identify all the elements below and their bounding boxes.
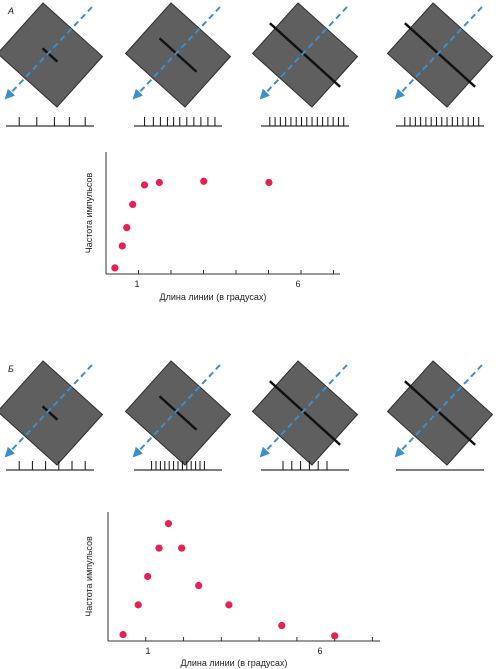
data-point bbox=[331, 632, 339, 640]
data-point bbox=[200, 177, 208, 185]
panel-a-spike-trains bbox=[6, 117, 484, 127]
panel-letter-a: А bbox=[7, 6, 14, 16]
panel-b-stimuli bbox=[0, 360, 494, 466]
x-axis-label: Длина линии (в градусах) bbox=[181, 658, 288, 668]
data-point bbox=[155, 178, 163, 187]
motion-arrow bbox=[394, 364, 483, 458]
data-point bbox=[164, 520, 173, 528]
stimulus-4 bbox=[386, 360, 494, 466]
data-point bbox=[111, 264, 119, 272]
data-point bbox=[195, 581, 203, 590]
x-tick-label: 6 bbox=[295, 279, 300, 289]
data-point bbox=[144, 572, 152, 581]
motion-arrow bbox=[259, 364, 348, 458]
data-point bbox=[265, 178, 273, 187]
spike-train-1 bbox=[6, 461, 94, 471]
light-bar bbox=[269, 22, 341, 88]
chart-b: 1 6 Длина линии (в градусах) Частота импуль… bbox=[84, 512, 380, 668]
spike-train-1 bbox=[6, 117, 94, 127]
motion-arrow bbox=[132, 364, 221, 458]
data-point bbox=[119, 630, 127, 639]
data-point bbox=[140, 181, 149, 189]
panel-b-spike-trains bbox=[6, 461, 484, 471]
data-point bbox=[134, 601, 142, 609]
spike-train-2 bbox=[134, 461, 222, 471]
light-bar bbox=[158, 395, 198, 431]
data-point bbox=[278, 621, 286, 630]
data-point bbox=[225, 601, 233, 609]
data-point bbox=[178, 544, 186, 552]
chart-a: 1 6 Длина линии (в градусах) Частота импуль… bbox=[84, 152, 340, 302]
light-bar bbox=[269, 380, 341, 446]
x-tick-label: 6 bbox=[317, 646, 322, 656]
panel-a-stimuli bbox=[0, 2, 494, 108]
spike-train-2 bbox=[134, 117, 222, 127]
spike-train-3 bbox=[261, 461, 349, 471]
motion-arrow bbox=[394, 6, 483, 100]
stimulus-2 bbox=[124, 2, 232, 108]
data-point bbox=[118, 242, 126, 250]
stimulus-3 bbox=[251, 2, 359, 108]
stimulus-2 bbox=[124, 360, 232, 466]
light-bar bbox=[404, 380, 476, 446]
data-point bbox=[129, 200, 137, 209]
data-point bbox=[123, 224, 131, 232]
stimulus-1 bbox=[0, 2, 104, 108]
light-bar bbox=[158, 37, 198, 73]
spike-train-4 bbox=[396, 117, 484, 127]
x-axis-label: Длина линии (в градусах) bbox=[160, 292, 267, 302]
x-tick-label: 1 bbox=[145, 646, 150, 656]
stimulus-3 bbox=[251, 360, 359, 466]
light-bar bbox=[41, 405, 59, 421]
y-axis-label: Частота импульсов bbox=[84, 536, 94, 617]
motion-arrow bbox=[259, 6, 348, 100]
y-axis-label: Частота импульсов bbox=[84, 172, 94, 253]
stimulus-4 bbox=[386, 2, 494, 108]
stimulus-1 bbox=[0, 360, 104, 466]
panel-letter-b: Б bbox=[8, 364, 14, 374]
spike-train-3 bbox=[261, 117, 349, 127]
motion-arrow bbox=[132, 6, 221, 100]
light-bar bbox=[404, 22, 476, 88]
motion-arrow bbox=[4, 364, 93, 458]
data-point bbox=[155, 544, 163, 552]
light-bar bbox=[41, 47, 59, 63]
motion-arrow bbox=[4, 6, 93, 100]
x-tick-label: 1 bbox=[134, 279, 139, 289]
